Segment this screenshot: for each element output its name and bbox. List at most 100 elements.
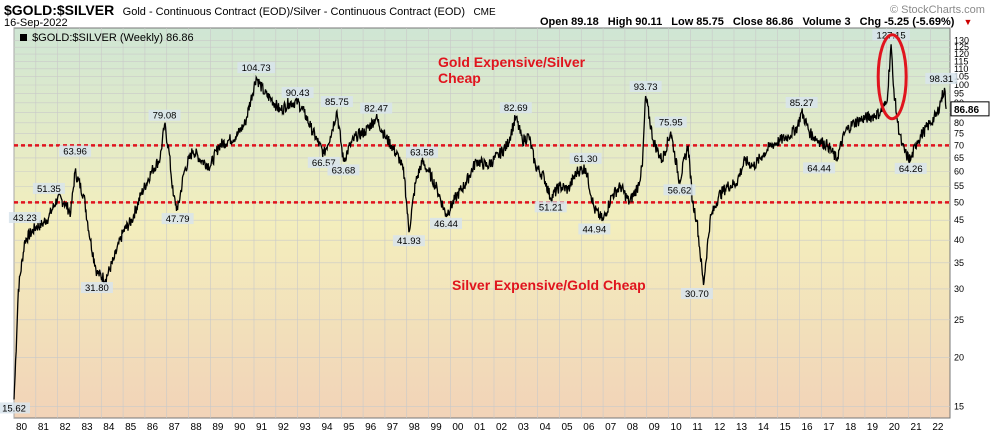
annotation-label: 47.79	[166, 214, 190, 225]
annotation-label: 98.31	[929, 74, 953, 85]
annotation-box	[430, 217, 462, 229]
x-tick-label: 00	[452, 422, 464, 433]
annotation-label: 41.93	[397, 236, 421, 247]
annotation-label: 43.23	[13, 213, 37, 224]
x-tick-label: 99	[431, 422, 443, 433]
x-tick-label: 97	[387, 422, 399, 433]
annotation-box	[32, 182, 65, 194]
y-tick-label: 95	[954, 89, 964, 99]
annotation-box	[237, 62, 275, 74]
change-value: Chg -5.25 (-5.69%)	[859, 16, 955, 28]
annotation-box	[392, 235, 425, 247]
annotation-box	[925, 72, 958, 84]
x-tick-label: 09	[649, 422, 661, 433]
x-tick-label: 04	[540, 422, 552, 433]
x-tick-label: 02	[496, 422, 508, 433]
y-tick-label: 30	[954, 284, 964, 294]
open-value: Open 89.18	[540, 16, 599, 28]
annotation-box	[80, 282, 113, 294]
volume-value: Volume 3	[802, 16, 851, 28]
x-tick-label: 01	[474, 422, 486, 433]
x-tick-label: 89	[212, 422, 224, 433]
x-tick-label: 92	[278, 422, 290, 433]
y-tick-label: 75	[954, 129, 964, 139]
annotation-label: 82.47	[364, 104, 388, 115]
annotation-label: 82.69	[504, 103, 528, 114]
annotation-label: 104.73	[242, 63, 271, 74]
annotation-box	[654, 116, 687, 128]
y-tick-label: 20	[954, 353, 964, 363]
annotation-label: 64.44	[807, 163, 831, 174]
ohlc-readout: Open 89.18 High 90.11 Low 85.75 Close 86…	[540, 16, 978, 28]
plot-area	[13, 27, 951, 419]
x-tick-label: 93	[300, 422, 312, 433]
annotation-label: 56.62	[668, 185, 692, 196]
annotation-label: 66.57	[312, 158, 336, 169]
y-tick-label: 105	[954, 72, 969, 82]
annotation-box	[281, 87, 314, 99]
y-tick-label: 40	[954, 235, 964, 245]
y-tick-label: 120	[954, 49, 969, 59]
annotation-box	[534, 201, 567, 213]
exchange-label: CME	[473, 7, 496, 18]
legend-label: $GOLD:$SILVER (Weekly) 86.86	[32, 32, 194, 44]
x-tick-label: 06	[583, 422, 595, 433]
annotation-box	[894, 162, 927, 174]
y-tick-label: 25	[954, 315, 964, 325]
annotation-box	[629, 80, 662, 92]
annotation-box	[499, 102, 532, 114]
annotation-box	[8, 212, 41, 224]
y-tick-label: 60	[954, 167, 964, 177]
x-tick-label: 86	[147, 422, 159, 433]
annotation-box	[0, 402, 30, 414]
x-tick-label: 98	[409, 422, 421, 433]
x-tick-label: 13	[736, 422, 748, 433]
x-tick-label: 18	[845, 422, 857, 433]
peak-highlight-circle	[876, 33, 908, 121]
annotation-label: 90.43	[286, 88, 310, 99]
chart-legend: $GOLD:$SILVER (Weekly) 86.86	[20, 32, 194, 44]
x-tick-label: 10	[671, 422, 683, 433]
y-tick-label: 15	[954, 401, 964, 411]
annotation-box	[680, 288, 713, 300]
chart-date: 16-Sep-2022	[4, 17, 68, 29]
last-value-label: 86.86	[954, 105, 979, 116]
x-tick-label: 03	[518, 422, 530, 433]
annotation-box	[307, 156, 340, 168]
y-tick-label: 65	[954, 153, 964, 163]
annotation-box	[327, 164, 360, 176]
x-tick-label: 88	[191, 422, 203, 433]
x-tick-label: 08	[627, 422, 639, 433]
y-tick-label: 70	[954, 140, 964, 150]
x-tick-label: 17	[823, 422, 835, 433]
annotation-label: 85.75	[325, 97, 349, 108]
annotation-box	[803, 162, 836, 174]
annotation-box	[406, 146, 438, 158]
low-value: Low 85.75	[671, 16, 724, 28]
x-tick-label: 85	[125, 422, 137, 433]
y-tick-label: 80	[954, 118, 964, 128]
x-tick-label: 90	[234, 422, 246, 433]
x-tick-label: 19	[867, 422, 879, 433]
x-tick-label: 21	[911, 422, 923, 433]
annotation-label: 51.35	[37, 184, 61, 195]
change-down-icon: ▼	[963, 17, 973, 27]
chart-header: $GOLD:$SILVER Gold - Continuous Contract…	[4, 2, 496, 20]
x-tick-label: 15	[780, 422, 792, 433]
x-tick-label: 82	[60, 422, 72, 433]
legend-marker-icon	[20, 34, 27, 41]
annotation-label: 51.21	[539, 202, 563, 213]
annotation-box	[320, 96, 353, 108]
annotation-label: 15.62	[2, 403, 26, 414]
annotation-label: 63.96	[63, 147, 87, 158]
y-tick-label: 55	[954, 181, 964, 191]
annotation-label: 30.70	[685, 289, 709, 300]
x-tick-label: 14	[758, 422, 770, 433]
annotation-label: 85.27	[790, 98, 814, 109]
annotation-box	[59, 145, 92, 157]
annotation-label: 31.80	[85, 283, 109, 294]
y-tick-label: 125	[954, 42, 969, 52]
x-tick-label: 81	[38, 422, 50, 433]
annotation-label: 63.68	[332, 165, 356, 176]
